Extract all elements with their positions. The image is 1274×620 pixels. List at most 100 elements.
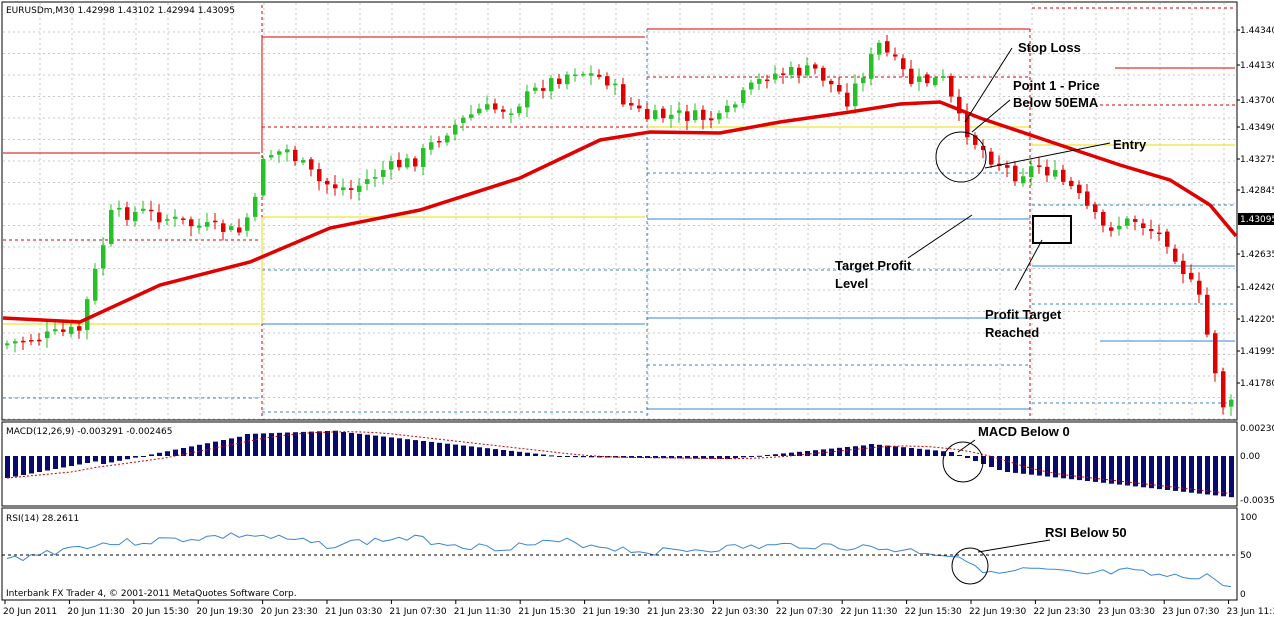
rsi-label: RSI(14) 28.2611 [6, 514, 79, 524]
candle-body [525, 91, 530, 108]
candle-body [13, 341, 18, 344]
macd-bar [701, 456, 706, 459]
candle-body [317, 169, 322, 182]
macd-bar [53, 456, 58, 469]
current-price-box [1032, 215, 1072, 244]
candle-body [1109, 227, 1114, 231]
candle-body [101, 245, 106, 269]
macd-bar [341, 432, 346, 456]
entry-annotation: Entry [1113, 137, 1147, 152]
macd-bar [229, 438, 234, 456]
candlesticks [5, 35, 1234, 416]
macd-bar [477, 447, 482, 456]
candle-body [373, 177, 378, 179]
candle-body [453, 124, 458, 135]
rsi-scale-100: 100 [1240, 513, 1257, 523]
candle-body [61, 329, 66, 332]
rsi-panel[interactable] [1, 507, 1238, 601]
macd-bar [965, 456, 970, 458]
macd-bar [61, 456, 66, 468]
macd-bar [1197, 456, 1202, 494]
point1-circle [935, 131, 987, 183]
candle-body [1117, 225, 1122, 230]
candle-body [285, 149, 290, 153]
candle-body [173, 216, 178, 219]
macd-bar [85, 456, 90, 463]
macd-bar [405, 439, 410, 456]
rsi-annotation: RSI Below 50 [1045, 525, 1127, 540]
macd-bar [101, 456, 106, 464]
price-axis[interactable]: 1.44340 1.44130 1.43700 1.43490 1.43275 1.428… [1237, 26, 1274, 389]
time-axis[interactable]: 20 Jun 2011 20 Jun 11:30 20 Jun 15:30 20 Ju… [3, 600, 1274, 617]
annotation-markers [907, 47, 1111, 585]
time-tick-label: 20 Jun 11:30 [67, 607, 124, 617]
rsi-line [6, 532, 1232, 588]
macd-bar [1117, 456, 1122, 485]
candle-body [181, 218, 186, 221]
macd-bar [205, 443, 210, 456]
macd-bar [1157, 456, 1162, 490]
main-chart-panel[interactable] [1, 1, 1238, 421]
candle-body [445, 135, 450, 143]
candle-body [301, 160, 306, 163]
candle-body [413, 158, 418, 167]
current-price-label: 1.43095 [1240, 215, 1274, 225]
candle-body [189, 219, 194, 227]
candle-body [629, 103, 634, 106]
candle-body [261, 159, 266, 196]
candle-body [277, 151, 282, 155]
target-annotation-line1: Target Profit [835, 258, 912, 273]
macd-bar [117, 456, 122, 461]
target-pointer [907, 214, 973, 259]
candle-body [1101, 212, 1106, 226]
candle-body [965, 112, 970, 138]
macd-bar [349, 432, 354, 456]
macd-bar [373, 435, 378, 456]
candle-body [565, 74, 570, 85]
candle-body [797, 67, 802, 76]
candle-body [853, 83, 858, 107]
macd-scale-zero: 0.00 [1240, 452, 1260, 462]
macd-bar [493, 449, 498, 456]
macd-signal-line [6, 431, 1232, 495]
candle-body [141, 208, 146, 211]
candle-body [845, 92, 850, 107]
candle-body [653, 110, 658, 120]
time-tick-label: 22 Jun 07:30 [776, 607, 833, 617]
macd-bar [309, 431, 314, 456]
time-tick-label: 23 Jun 03:30 [1098, 607, 1155, 617]
macd-bar [1213, 456, 1218, 496]
pivot-levels [3, 5, 1235, 420]
macd-bar [541, 454, 546, 456]
macd-bar [1061, 456, 1066, 479]
candle-body [533, 87, 538, 91]
reached-annotation-line2: Reached [985, 325, 1039, 340]
candle-body [589, 73, 594, 76]
candle-body [381, 170, 386, 177]
macd-bar [293, 432, 298, 456]
macd-bar [909, 448, 914, 456]
candle-body [1141, 223, 1146, 228]
macd-histogram [5, 430, 1234, 498]
reached-pointer [1014, 239, 1043, 291]
price-tick-label: 1.41780 [1240, 379, 1274, 389]
candle-body [133, 211, 138, 222]
macd-scale-bottom: -0.00353 [1240, 496, 1274, 506]
macd-bar [765, 455, 770, 456]
macd-bar [669, 456, 674, 459]
time-tick-label: 21 Jun 19:30 [583, 607, 640, 617]
macd-bar [261, 433, 266, 456]
point1-annotation-line1: Point 1 - Price [1013, 78, 1100, 93]
macd-bar [957, 455, 962, 456]
macd-bar [269, 433, 274, 456]
candle-body [117, 207, 122, 210]
candle-body [949, 76, 954, 97]
macd-bar [581, 456, 586, 458]
macd-bar [981, 456, 986, 464]
reached-annotation-line1: Profit Target [985, 307, 1062, 322]
candle-body [1021, 176, 1026, 184]
macd-bar [877, 444, 882, 456]
macd-bar [733, 456, 738, 459]
candle-body [837, 85, 842, 92]
